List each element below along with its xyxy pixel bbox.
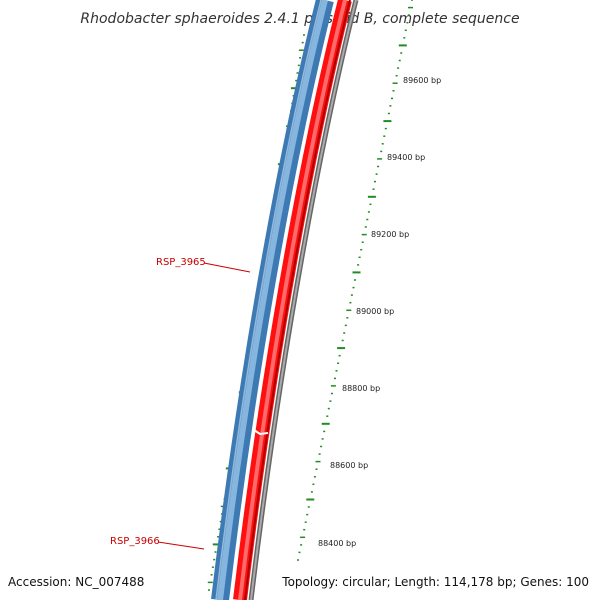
reverse-strand-highlight <box>238 0 347 600</box>
scale-tick-label: 88800 bp <box>342 384 380 393</box>
backbone-line <box>250 0 357 600</box>
backbone-track <box>248 0 359 600</box>
forward-strand-edge <box>215 0 322 600</box>
forward-strand-track <box>211 0 334 600</box>
forward-strand-base <box>211 0 334 600</box>
map-title: Rhodobacter sphaeroides 2.4.1 plasmid B,… <box>80 11 519 27</box>
gene-label-text[interactable]: RSP_3965 <box>156 257 206 268</box>
forward-strand-highlight <box>217 0 328 600</box>
gene-label-leader <box>157 541 205 550</box>
scale-tick-label: 89400 bp <box>387 153 425 162</box>
scale-labels: 89600 bp 89400 bp 89200 bp 89000 bp 8880… <box>318 76 441 548</box>
reverse-strand-shadow <box>244 0 351 600</box>
accession-text: Accession: NC_007488 <box>8 575 144 589</box>
gene-label-rsp-3966[interactable]: RSP_3966 <box>110 536 205 550</box>
gene-boundary-notch <box>253 429 269 436</box>
scale-tick-label: 88600 bp <box>330 461 368 470</box>
gene-label-leader <box>203 262 251 273</box>
scale-tick-label: 89000 bp <box>356 307 394 316</box>
gene-label-text[interactable]: RSP_3966 <box>110 536 160 547</box>
reverse-strand-track <box>233 0 352 600</box>
gene-label-rsp-3965[interactable]: RSP_3965 <box>156 257 251 273</box>
scale-tick-label: 89200 bp <box>371 230 409 239</box>
scale-tick-label: 88400 bp <box>318 539 356 548</box>
summary-text: Topology: circular; Length: 114,178 bp; … <box>281 575 589 589</box>
scale-tick-label: 89600 bp <box>403 76 441 85</box>
inner-tick-track <box>297 0 413 561</box>
